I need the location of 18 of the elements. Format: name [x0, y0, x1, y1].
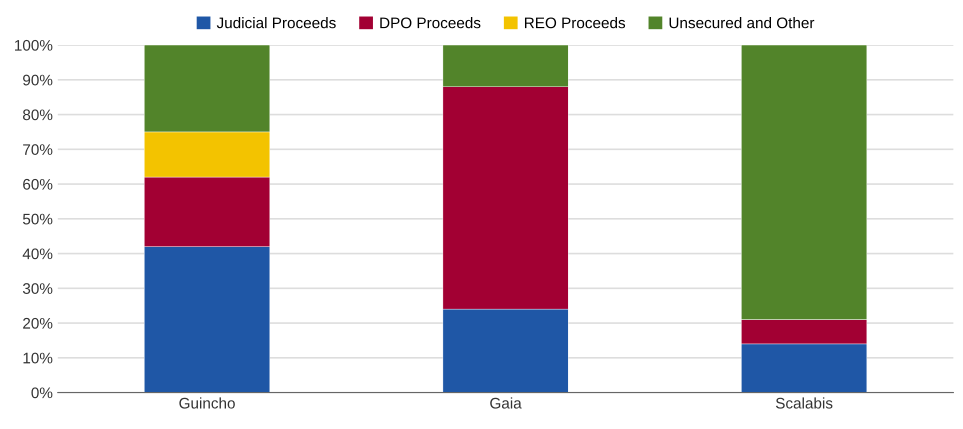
- y-tick-label: 10%: [24, 352, 52, 364]
- y-tick-label: 70%: [23, 144, 52, 155]
- y-tick-label: 80%: [23, 109, 52, 120]
- y-tick-label: 40%: [22, 248, 52, 260]
- y-tick-label: 90%: [23, 74, 52, 86]
- y-tick-label: 20%: [23, 318, 52, 329]
- legend-label: DPO Proceeds: [380, 17, 480, 28]
- legend-label: Judicial Proceeds: [216, 17, 336, 28]
- y-tick-label: 30%: [22, 283, 52, 294]
- x-tick-label: Scalabis: [776, 397, 832, 409]
- legend-label: REO Proceeds: [524, 17, 626, 28]
- y-tick-label: 50%: [22, 214, 52, 224]
- x-tick-label: Gaia: [490, 397, 522, 409]
- y-tick-label: 100%: [15, 40, 52, 51]
- y-tick-label: 0%: [31, 387, 52, 398]
- y-tick-label: 60%: [23, 178, 52, 190]
- legend-label: Unsecured and Other: [670, 17, 814, 28]
- x-tick-label: Guincho: [179, 397, 235, 409]
